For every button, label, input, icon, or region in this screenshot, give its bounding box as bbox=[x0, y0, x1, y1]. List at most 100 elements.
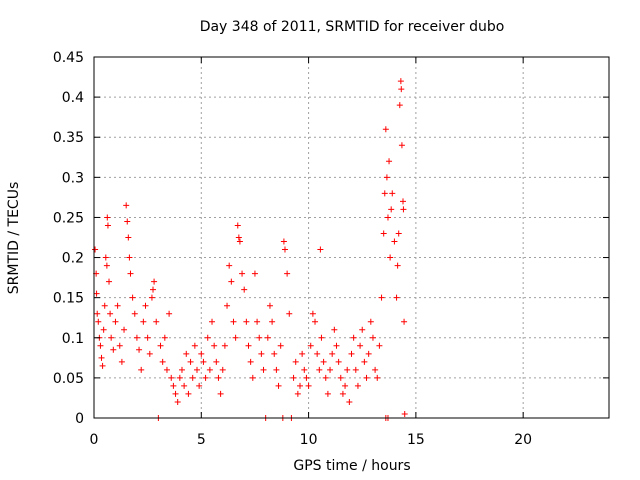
data-point bbox=[232, 334, 239, 341]
data-point bbox=[118, 358, 125, 365]
data-point bbox=[94, 310, 101, 317]
data-point bbox=[108, 334, 115, 341]
data-point bbox=[367, 318, 374, 325]
data-point bbox=[125, 234, 132, 241]
data-point bbox=[224, 302, 231, 309]
data-point bbox=[183, 350, 190, 357]
data-point bbox=[123, 202, 130, 209]
data-point bbox=[309, 310, 316, 317]
data-point bbox=[254, 318, 261, 325]
data-point bbox=[150, 286, 157, 293]
data-point bbox=[99, 362, 106, 369]
data-point bbox=[129, 294, 136, 301]
data-point bbox=[221, 342, 228, 349]
x-tick-label: 20 bbox=[514, 432, 532, 448]
axis-ticks bbox=[93, 56, 609, 419]
data-point bbox=[363, 374, 370, 381]
data-point bbox=[241, 286, 248, 293]
data-point bbox=[234, 222, 241, 229]
data-point bbox=[110, 346, 117, 353]
x-tick-label: 5 bbox=[197, 432, 206, 448]
chart-title: Day 348 of 2011, SRMTID for receiver dub… bbox=[200, 19, 505, 35]
data-point bbox=[163, 366, 170, 373]
x-tick-label: 0 bbox=[90, 432, 99, 448]
data-point bbox=[106, 278, 113, 285]
data-point bbox=[307, 342, 314, 349]
data-point bbox=[269, 318, 276, 325]
data-point bbox=[215, 374, 222, 381]
data-point bbox=[303, 374, 310, 381]
data-point bbox=[317, 246, 324, 253]
data-point bbox=[365, 350, 372, 357]
data-point bbox=[204, 334, 211, 341]
data-point bbox=[335, 358, 342, 365]
y-tick-label: 0.4 bbox=[62, 90, 84, 106]
data-point bbox=[391, 238, 398, 245]
y-tick-label: 0.35 bbox=[53, 130, 84, 146]
data-point bbox=[256, 334, 263, 341]
data-point bbox=[273, 366, 280, 373]
data-point bbox=[342, 382, 349, 389]
data-point bbox=[127, 270, 134, 277]
data-point bbox=[185, 390, 192, 397]
data-point bbox=[388, 206, 395, 213]
y-tick-label: 0.15 bbox=[53, 291, 84, 307]
y-tick-label: 0.25 bbox=[53, 210, 84, 226]
y-tick-label: 0.05 bbox=[53, 371, 84, 387]
data-point bbox=[148, 294, 155, 301]
data-point bbox=[226, 262, 233, 269]
plot-frame bbox=[93, 56, 610, 419]
data-point bbox=[178, 366, 185, 373]
data-point bbox=[187, 358, 194, 365]
data-point bbox=[228, 278, 235, 285]
data-point bbox=[243, 318, 250, 325]
data-point bbox=[133, 334, 140, 341]
data-point bbox=[394, 262, 401, 269]
data-point bbox=[200, 358, 207, 365]
data-point bbox=[209, 318, 216, 325]
data-point bbox=[378, 294, 385, 301]
data-point bbox=[189, 374, 196, 381]
data-point bbox=[142, 302, 149, 309]
data-point bbox=[314, 350, 321, 357]
data-point bbox=[266, 302, 273, 309]
data-point bbox=[357, 342, 364, 349]
data-point bbox=[329, 350, 336, 357]
data-point bbox=[294, 390, 301, 397]
data-point bbox=[159, 358, 166, 365]
data-point bbox=[346, 398, 353, 405]
data-point bbox=[400, 206, 407, 213]
data-point bbox=[344, 366, 351, 373]
data-point bbox=[136, 346, 143, 353]
data-point bbox=[387, 254, 394, 261]
data-point bbox=[401, 410, 408, 417]
data-point bbox=[301, 366, 308, 373]
data-point bbox=[101, 302, 108, 309]
data-point bbox=[277, 342, 284, 349]
data-point bbox=[260, 366, 267, 373]
data-point bbox=[305, 382, 312, 389]
data-point bbox=[172, 390, 179, 397]
data-point bbox=[271, 350, 278, 357]
data-point bbox=[384, 214, 391, 221]
data-point bbox=[299, 350, 306, 357]
data-point bbox=[161, 334, 168, 341]
data-point bbox=[151, 278, 158, 285]
data-point bbox=[146, 350, 153, 357]
data-point bbox=[114, 302, 121, 309]
data-point bbox=[112, 318, 119, 325]
data-point bbox=[211, 342, 218, 349]
data-point bbox=[281, 246, 288, 253]
data-point bbox=[206, 366, 213, 373]
data-point bbox=[249, 374, 256, 381]
data-point bbox=[174, 398, 181, 405]
data-point bbox=[324, 390, 331, 397]
data-point bbox=[398, 86, 405, 93]
data-point bbox=[251, 270, 258, 277]
data-point bbox=[92, 246, 99, 253]
data-point bbox=[389, 190, 396, 197]
data-point bbox=[107, 310, 114, 317]
data-point bbox=[398, 142, 405, 149]
